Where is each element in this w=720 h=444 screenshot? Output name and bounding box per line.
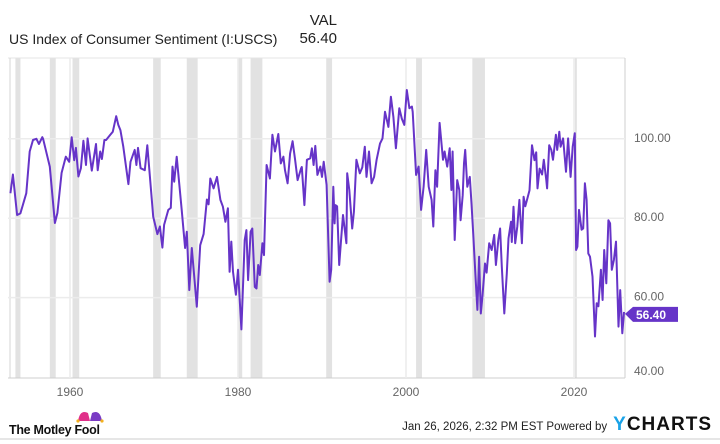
y-tick-label: 100.00 [634,131,671,145]
value-column-header: VAL [309,12,337,29]
y-tick-label: 60.00 [634,290,664,304]
x-tick-label: 2000 [393,385,420,399]
chart-header: US Index of Consumer Sentiment (I:USCS) … [9,12,337,48]
gridlines [8,57,626,379]
x-tick-label: 1960 [57,385,84,399]
series-line [9,89,625,338]
ycharts-brand: CHARTS [626,414,712,435]
value-column: VAL 56.40 [299,12,337,48]
axis-ticks: 40.00 60.00 80.00 100.00 1960 1980 2000 2020 [57,131,671,399]
footer-divider [0,438,720,440]
timestamp: Jan 26, 2026, 2:32 PM EST [402,421,544,433]
last-value-badge [625,306,678,322]
jester-hat-left-icon [78,412,90,421]
motley-fool-logo [8,409,118,439]
x-tick-label: 2020 [561,385,588,399]
footer-right: Jan 26, 2026, 2:32 PM EST Powered by YCH… [402,414,712,436]
last-value-label: 56.40 [636,308,666,322]
powered-by: Powered by [546,421,608,433]
y-tick-label: 80.00 [634,210,664,224]
motley-fool-logo-text: The Motley Fool [9,423,100,437]
y-tick-label: 40.00 [634,364,664,378]
last-value-marker: 56.40 [625,306,678,322]
ycharts-y-icon: Y [613,414,627,435]
footer-timestamp: Jan 26, 2026, 2:32 PM EST Powered by [402,421,607,433]
latest-value: 56.40 [299,30,337,47]
x-tick-label: 1980 [225,385,252,399]
series-title[interactable]: US Index of Consumer Sentiment (I:USCS) [9,31,278,47]
ycharts-logo[interactable]: YCHARTS [613,414,712,436]
jester-hat-right-icon [90,412,102,421]
